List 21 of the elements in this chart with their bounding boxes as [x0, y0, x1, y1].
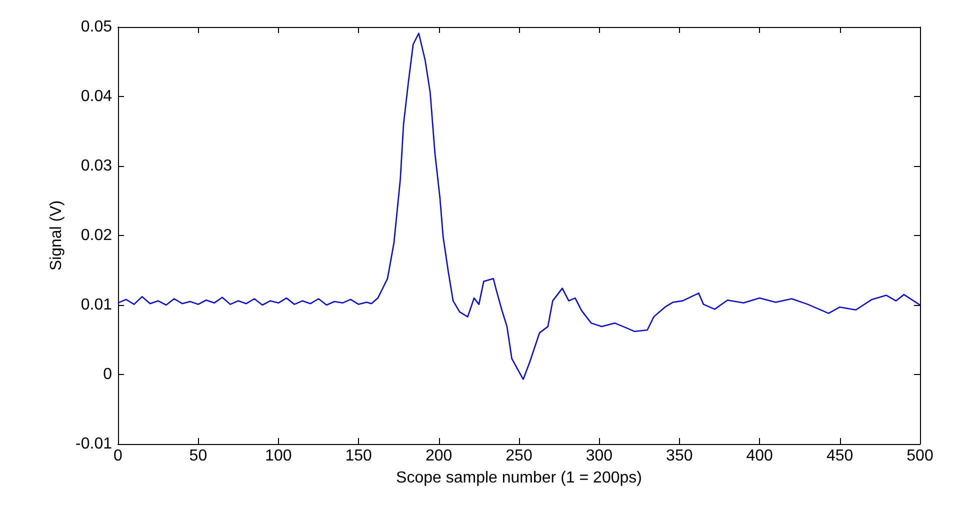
y-tick-label: 0.05 [80, 18, 112, 36]
y-tick-label: 0.02 [80, 227, 112, 244]
y-tick-label: -0.01 [76, 436, 112, 452]
y-axis-title: Signal (V) [48, 200, 66, 271]
x-axis-title: Scope sample number (1 = 200ps) [396, 470, 642, 486]
x-tick-label: 400 [746, 448, 774, 464]
x-tick-label: 100 [265, 448, 292, 464]
x-tick-label: 200 [425, 448, 452, 464]
x-tick-label: 50 [189, 448, 208, 464]
x-tick-label: 300 [586, 448, 613, 464]
y-tick-label: 0.01 [80, 296, 112, 314]
x-tick-label: 350 [666, 448, 693, 464]
x-tick-label: 500 [906, 448, 934, 464]
x-tick-label: 250 [506, 448, 532, 464]
y-tick-label: 0.04 [80, 88, 112, 105]
x-tick-label: 450 [826, 448, 854, 464]
y-tick-label: 0.03 [80, 158, 112, 174]
x-tick-label: 150 [345, 448, 372, 464]
line-series [117, 32, 921, 380]
y-tick-label: 0 [103, 366, 112, 383]
x-tick-label: 0 [114, 448, 123, 464]
